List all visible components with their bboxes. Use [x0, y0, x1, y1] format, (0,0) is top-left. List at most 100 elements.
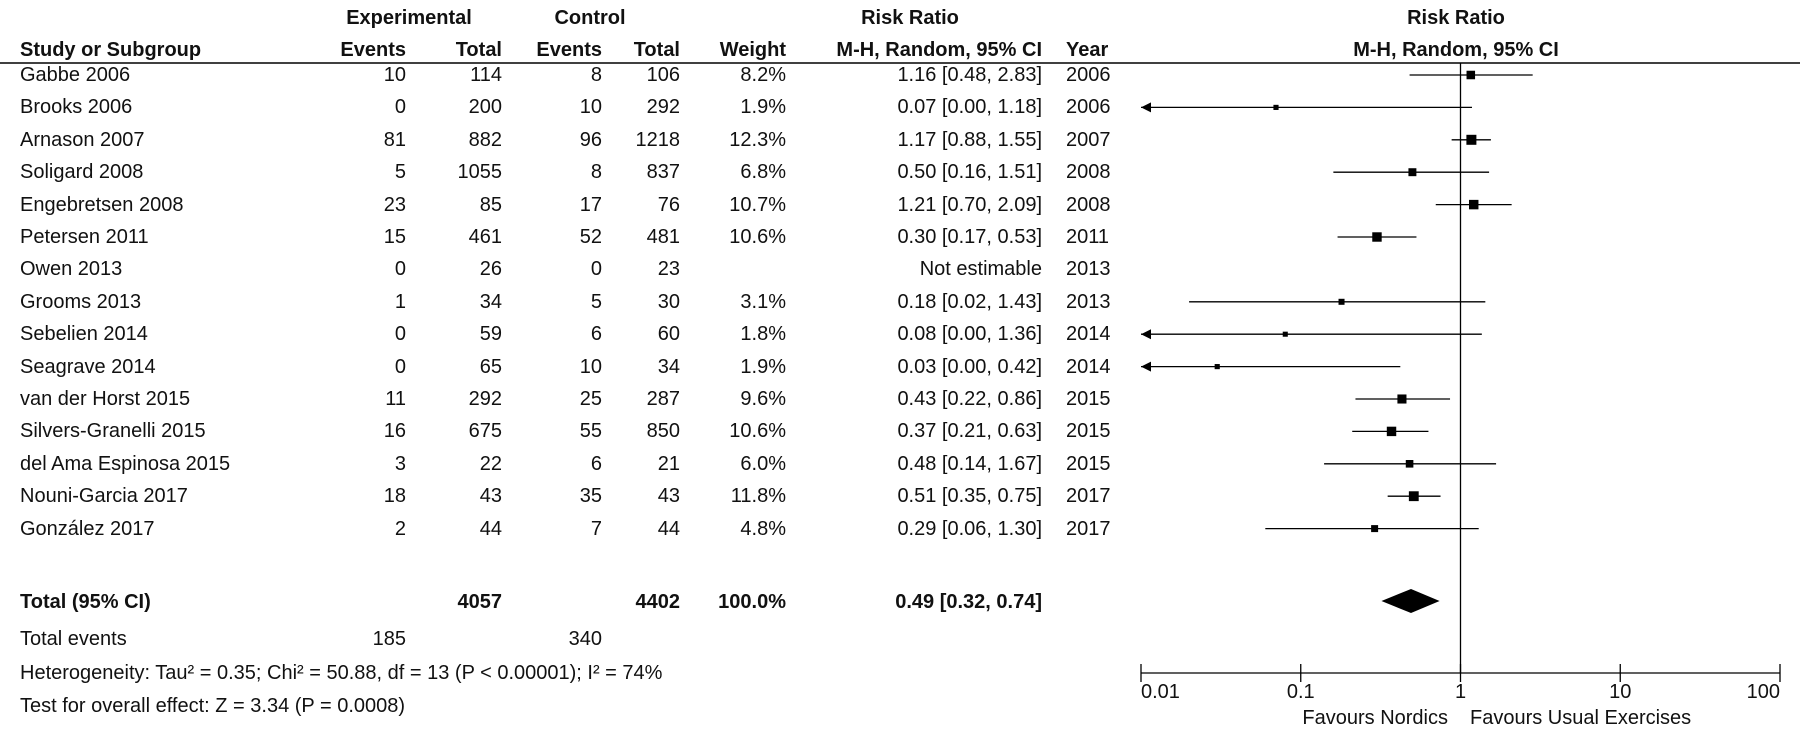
experimental-total: 1055 [457, 161, 503, 184]
study-name: Petersen 2011 [20, 226, 149, 248]
x-tick-label: 0.1 [1286, 681, 1315, 703]
control-total-header: Total [633, 39, 680, 61]
control-total: 292 [646, 96, 680, 119]
study-year: 2013 [1066, 258, 1111, 281]
study-year: 2014 [1066, 355, 1111, 378]
weight-header: Weight [719, 39, 786, 61]
study-year: 2008 [1066, 193, 1111, 216]
study-risk-ratio: 0.07 [0.00, 1.18] [897, 96, 1042, 119]
study-weight: 8.2% [740, 64, 786, 86]
study-weight: 1.9% [740, 96, 786, 119]
control-total: 106 [646, 64, 680, 86]
study-weight: 11.8% [730, 485, 786, 508]
experimental-events: 23 [383, 193, 406, 216]
study-year: 2014 [1066, 323, 1111, 346]
study-name: González 2017 [20, 517, 155, 540]
study-column-header: Study or Subgroup [20, 39, 202, 61]
study-risk-ratio: 0.43 [0.22, 0.86] [897, 388, 1042, 410]
year-header: Year [1066, 39, 1109, 61]
control-total: 43 [657, 485, 680, 508]
experimental-events: 0 [394, 355, 406, 378]
point-estimate-square [1405, 460, 1414, 468]
total-weight: 100.0% [718, 591, 786, 613]
control-events: 35 [579, 485, 602, 508]
study-name: Brooks 2006 [20, 96, 133, 119]
study-risk-ratio: 0.30 [0.17, 0.53] [897, 226, 1042, 248]
experimental-total: 26 [479, 258, 502, 281]
control-events: 0 [590, 258, 602, 281]
point-estimate-square [1466, 70, 1476, 80]
control-total: 23 [657, 258, 680, 281]
control-total: 34 [657, 355, 680, 378]
control-events: 25 [579, 388, 602, 410]
point-estimate-square [1282, 331, 1288, 337]
study-weight: 10.6% [729, 420, 786, 443]
total-events-label: Total events [20, 628, 127, 650]
experimental-total: 882 [468, 128, 502, 151]
experimental-events: 15 [383, 226, 406, 248]
study-name: Silvers-Granelli 2015 [20, 420, 206, 443]
control-events: 8 [590, 161, 602, 184]
control-total: 30 [657, 290, 680, 313]
ci-truncation-arrow [1141, 361, 1151, 372]
study-year: 2017 [1066, 517, 1111, 540]
ci-truncation-arrow [1141, 329, 1151, 340]
control-total: 44 [657, 517, 680, 540]
study-name: Nouni-Garcia 2017 [20, 485, 188, 508]
study-risk-ratio: 0.29 [0.06, 1.30] [897, 517, 1042, 540]
study-weight: 6.0% [740, 452, 786, 475]
experimental-events: 1 [394, 290, 406, 313]
control-events: 55 [579, 420, 602, 443]
study-name: Owen 2013 [20, 258, 123, 281]
x-tick-label: 100 [1746, 681, 1780, 703]
study-weight: 9.6% [740, 388, 786, 410]
study-risk-ratio: 1.17 [0.88, 1.55] [897, 128, 1042, 151]
study-name: Soligard 2008 [20, 161, 144, 184]
experimental-total: 43 [479, 485, 502, 508]
study-name: van der Horst 2015 [20, 388, 191, 410]
study-name: Engebretsen 2008 [20, 193, 184, 216]
experimental-total: 22 [479, 452, 502, 475]
plot-header-top: Risk Ratio [1407, 7, 1505, 29]
effect-header-top: Risk Ratio [861, 7, 959, 29]
experimental-events: 18 [383, 485, 406, 508]
study-year: 2015 [1066, 452, 1111, 475]
point-estimate-square [1468, 199, 1479, 210]
control-events: 8 [590, 64, 602, 86]
control-total: 76 [657, 193, 680, 216]
experimental-events: 3 [394, 452, 406, 475]
study-year: 2017 [1066, 485, 1111, 508]
study-risk-ratio: 0.51 [0.35, 0.75] [897, 485, 1042, 508]
favours-right-label: Favours Usual Exercises [1470, 707, 1692, 729]
ci-truncation-arrow [1141, 102, 1151, 113]
point-estimate-square [1466, 134, 1477, 145]
total-events-experimental: 185 [372, 628, 406, 650]
experimental-events-header: Events [340, 39, 406, 61]
experimental-events: 5 [394, 161, 406, 184]
study-weight: 10.7% [729, 193, 786, 216]
study-weight: 3.1% [740, 290, 786, 313]
study-risk-ratio: 1.16 [0.48, 2.83] [897, 64, 1042, 86]
study-weight: 10.6% [729, 226, 786, 248]
control-events: 52 [579, 226, 602, 248]
experimental-events: 0 [394, 96, 406, 119]
study-name: Gabbe 2006 [20, 64, 131, 86]
experimental-total-header: Total [455, 39, 502, 61]
control-total: 21 [657, 452, 680, 475]
experimental-events: 0 [394, 258, 406, 281]
control-events: 7 [590, 517, 602, 540]
point-estimate-square [1372, 232, 1382, 242]
control-group-header: Control [554, 7, 626, 29]
point-estimate-square [1371, 525, 1379, 533]
point-estimate-square [1273, 104, 1279, 110]
control-total: 60 [657, 323, 680, 346]
experimental-events: 2 [394, 517, 406, 540]
experimental-total: 65 [479, 355, 502, 378]
experimental-total: 292 [468, 388, 502, 410]
control-events: 6 [590, 323, 602, 346]
study-risk-ratio: 0.03 [0.00, 0.42] [897, 355, 1042, 378]
point-estimate-square [1386, 426, 1397, 437]
total-control: 4402 [635, 591, 681, 613]
x-tick-label: 1 [1454, 681, 1467, 703]
